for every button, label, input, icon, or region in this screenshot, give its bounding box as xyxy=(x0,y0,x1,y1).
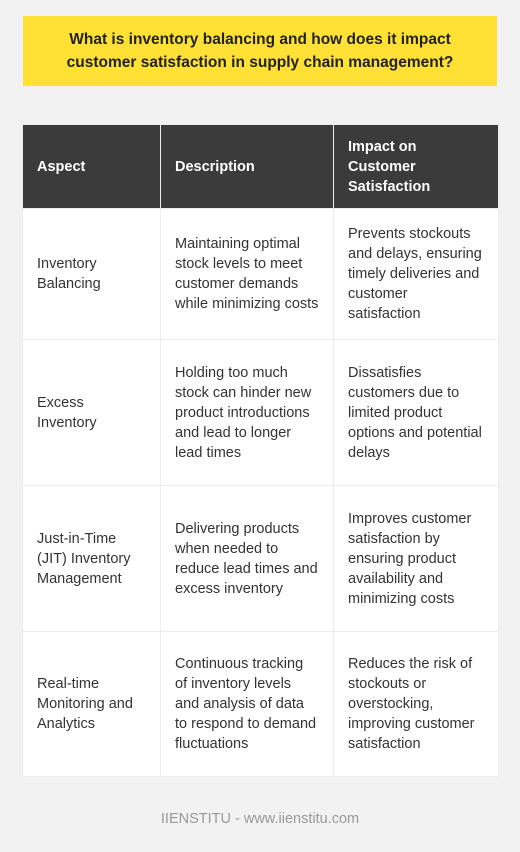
table-row: Real-time Monitoring and Analytics Conti… xyxy=(22,631,499,777)
header-impact: Impact on Customer Satisfaction xyxy=(333,124,499,209)
page-title: What is inventory balancing and how does… xyxy=(66,31,454,71)
cell-description: Holding too much stock can hinder new pr… xyxy=(160,339,334,486)
cell-description: Continuous tracking of inventory levels … xyxy=(160,631,334,777)
table-row: Inventory Balancing Maintaining optimal … xyxy=(22,208,499,340)
table-row: Just-in-Time (JIT) Inventory Management … xyxy=(22,485,499,632)
footer-credit: IIENSTITU - www.iienstitu.com xyxy=(160,811,360,827)
header-aspect: Aspect xyxy=(22,124,161,209)
cell-impact: Prevents stockouts and delays, ensuring … xyxy=(333,208,499,340)
cell-impact: Improves customer satisfaction by ensuri… xyxy=(333,485,499,632)
cell-description: Maintaining optimal stock levels to meet… xyxy=(160,208,334,340)
header-description: Description xyxy=(160,124,334,209)
table-row: Excess Inventory Holding too much stock … xyxy=(22,339,499,486)
cell-aspect: Excess Inventory xyxy=(22,339,161,486)
comparison-table-container: Aspect Description Impact on Customer Sa… xyxy=(22,124,499,777)
cell-description: Delivering products when needed to reduc… xyxy=(160,485,334,632)
cell-impact: Reduces the risk of stockouts or oversto… xyxy=(333,631,499,777)
cell-aspect: Just-in-Time (JIT) Inventory Management xyxy=(22,485,161,632)
cell-aspect: Real-time Monitoring and Analytics xyxy=(22,631,161,777)
cell-aspect: Inventory Balancing xyxy=(22,208,161,340)
table-header-row: Aspect Description Impact on Customer Sa… xyxy=(22,124,499,209)
comparison-table: Aspect Description Impact on Customer Sa… xyxy=(22,124,499,777)
cell-impact: Dissatisfies customers due to limited pr… xyxy=(333,339,499,486)
title-banner: What is inventory balancing and how does… xyxy=(23,16,497,86)
